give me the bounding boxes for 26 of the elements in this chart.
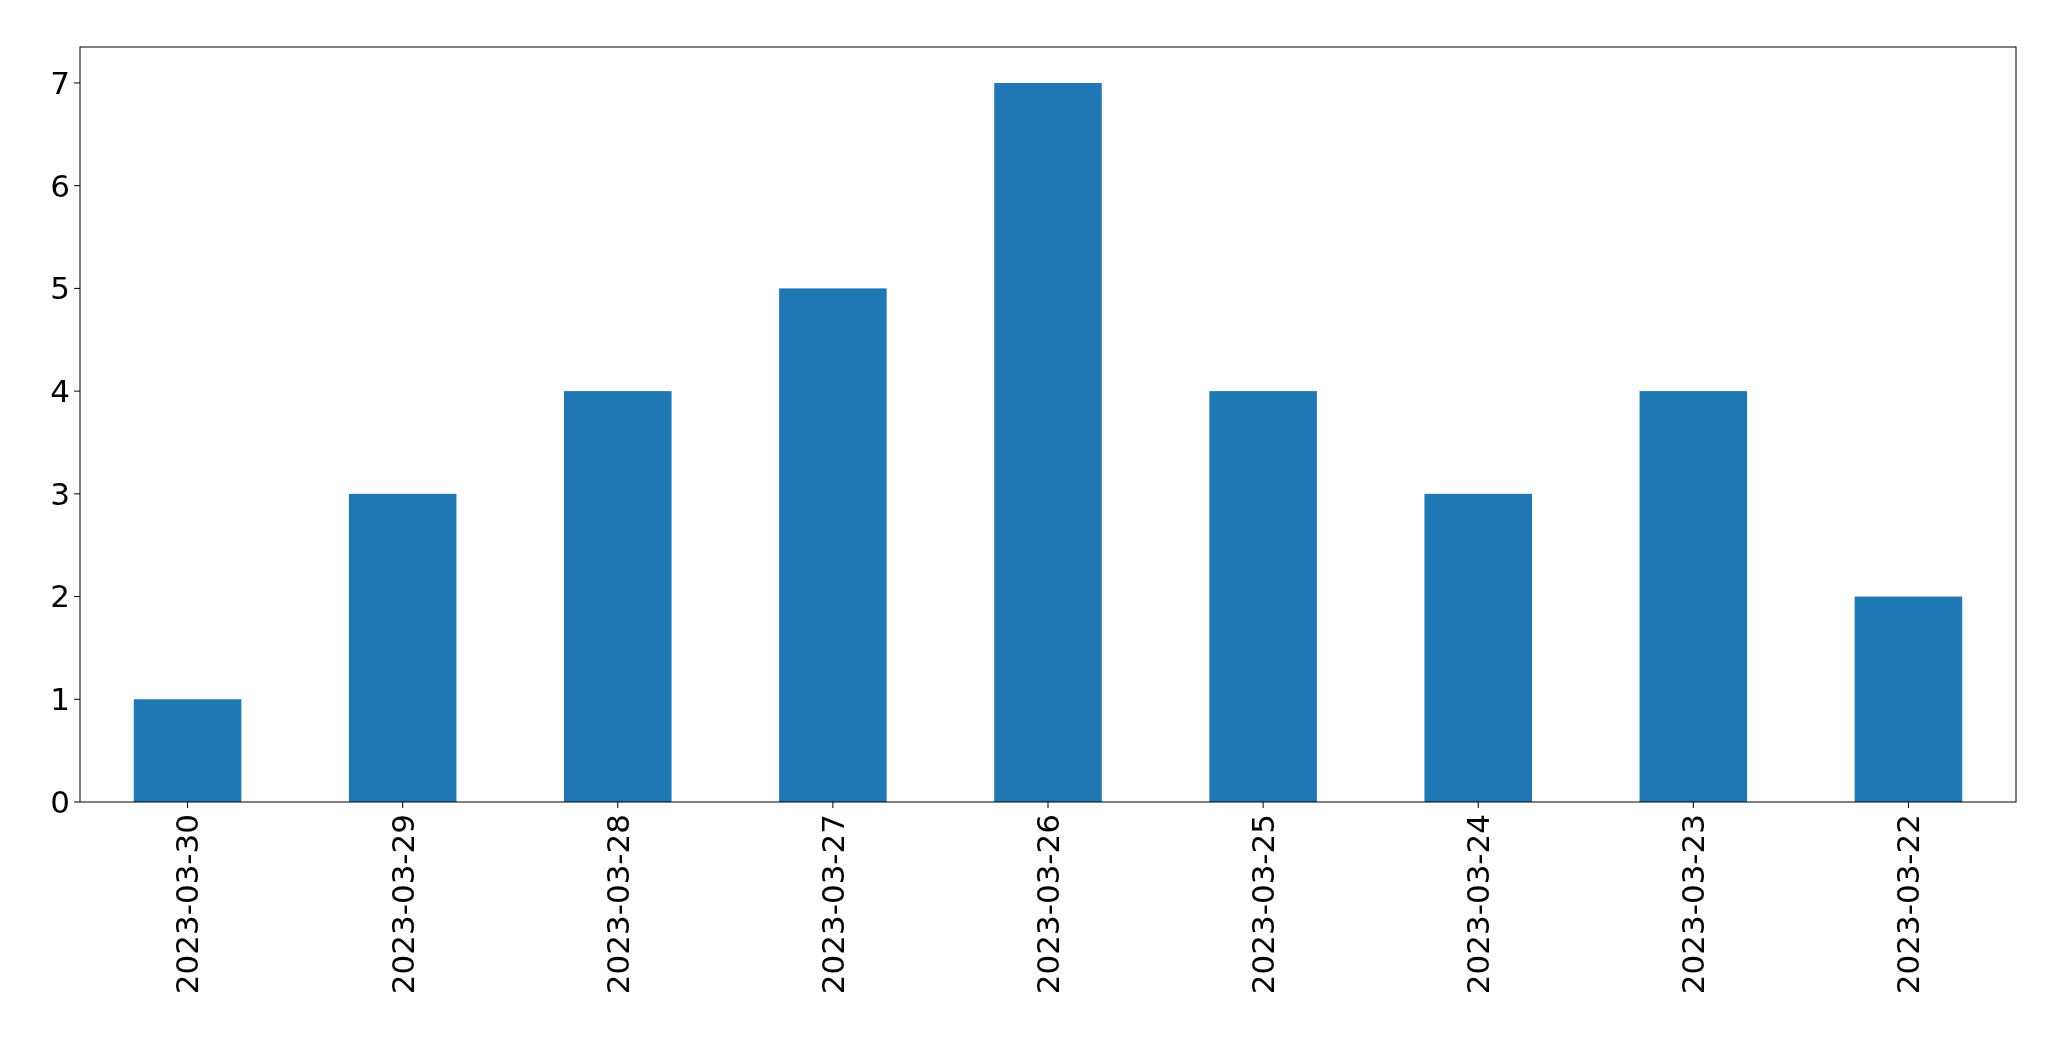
bar [1424, 493, 1532, 802]
bar [133, 699, 242, 802]
y-tick-label: 4 [50, 372, 70, 409]
x-tick-label: 2023-03-23 [1675, 814, 1712, 995]
bar [1854, 596, 1963, 802]
bar [564, 391, 672, 802]
x-tick-label: 2023-03-24 [1460, 814, 1497, 995]
y-tick-label: 5 [50, 270, 70, 307]
x-tick-label: 2023-03-29 [384, 814, 421, 995]
bar [779, 288, 887, 802]
bar [1209, 391, 1317, 802]
x-tick-label: 2023-03-28 [599, 814, 636, 995]
y-tick-label: 7 [50, 64, 70, 101]
y-tick-label: 2 [50, 578, 70, 615]
x-tick-label: 2023-03-27 [814, 814, 851, 995]
bar [348, 493, 457, 802]
x-tick-label: 2023-03-26 [1029, 814, 1066, 995]
x-tick-label: 2023-03-30 [169, 814, 206, 995]
y-tick-label: 3 [50, 475, 70, 512]
y-tick-label: 6 [50, 167, 70, 204]
x-tick-label: 2023-03-25 [1244, 814, 1281, 995]
bar [994, 82, 1102, 802]
y-tick-label: 1 [50, 681, 70, 718]
bar [1639, 391, 1748, 802]
y-tick-label: 0 [50, 783, 70, 820]
x-tick-label: 2023-03-22 [1890, 814, 1927, 995]
